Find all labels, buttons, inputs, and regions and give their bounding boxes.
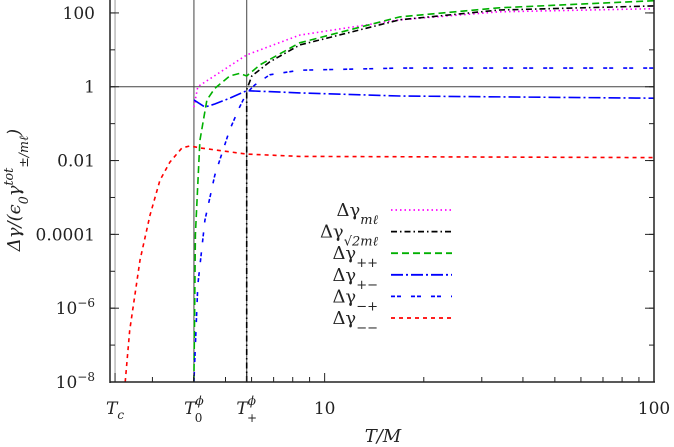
x-tick-label: Tϕ + <box>236 394 257 425</box>
x-tick-label: 10 <box>314 399 336 419</box>
tick-text: 10 <box>56 373 78 393</box>
tick-subscript: + <box>247 411 257 425</box>
tick-superscript: ϕ <box>196 394 204 408</box>
label-part: T/M <box>365 426 402 447</box>
legend-label: Δγ−+ <box>332 286 378 314</box>
x-tick-label: Tc <box>106 399 124 422</box>
legend-entry: Δγ−+ <box>332 286 452 314</box>
legend-entry: Δγmℓ <box>336 200 452 228</box>
legend-label: Δγ√2mℓ <box>320 222 379 250</box>
y-tick-label: 0.0001 <box>36 225 95 245</box>
legend-label-main: Δγ <box>332 286 356 307</box>
tick-text: 0.0001 <box>36 225 95 245</box>
tick-text: T <box>184 399 197 419</box>
label-part: γ <box>4 185 25 196</box>
y-axis-label: Δγ/(ϵ0γtot±/mℓ) <box>1 129 31 252</box>
tick-subscript: c <box>117 408 124 422</box>
series-line-3 <box>193 89 655 108</box>
legend-entry: Δγ+− <box>332 265 452 293</box>
label-part: ) <box>4 129 25 137</box>
y-tick-label: 1 <box>84 78 95 98</box>
series-line-5 <box>124 145 655 383</box>
tick-text: T <box>106 399 119 419</box>
y-tick-label: 10−8 <box>56 370 95 393</box>
x-tick-label: Tϕ 0 <box>184 394 204 425</box>
legend-label-sub: +− <box>356 277 378 292</box>
legend-label: Δγ++ <box>332 243 378 271</box>
tick-text: 0.01 <box>57 152 95 172</box>
tick-superscript: ϕ <box>248 394 256 408</box>
tick-superscript: −8 <box>77 370 95 384</box>
legend-label-sub: ++ <box>356 256 378 271</box>
legend-label: Δγ+− <box>332 265 378 293</box>
tick-text: T <box>236 399 249 419</box>
tick-text: 10 <box>56 299 78 319</box>
series-line-1 <box>245 5 655 382</box>
reference-lines <box>110 0 654 382</box>
series-line-2 <box>193 0 655 383</box>
x-axis-label: T/M <box>365 426 402 447</box>
tick-text: 100 <box>638 399 670 419</box>
axes <box>109 0 655 383</box>
series-line-4 <box>193 67 654 383</box>
legend-label-sub: −− <box>356 321 378 336</box>
tick-superscript: −6 <box>77 296 95 310</box>
legend-label-main: Δγ <box>320 222 344 243</box>
legend-label-sub: −+ <box>356 299 378 314</box>
label-part: Δγ/(ϵ <box>4 204 25 252</box>
label-part: 0 <box>16 196 31 204</box>
legend-label-main: Δγ <box>332 308 356 329</box>
legend-entry: Δγ++ <box>332 243 452 271</box>
legend-entry: Δγ√2mℓ <box>320 222 452 250</box>
tick-text: 10 <box>314 399 336 419</box>
legend-label-main: Δγ <box>336 200 360 221</box>
legend-label-sub: √2mℓ <box>344 234 379 249</box>
series-line-0 <box>193 7 655 108</box>
y-tick-label: 10−6 <box>56 296 95 319</box>
y-tick-label: 0.01 <box>57 152 95 172</box>
tick-text: 1 <box>84 78 95 98</box>
label-part: tot <box>1 167 16 186</box>
legend-entry: Δγ−− <box>332 308 452 336</box>
tick-subscript: 0 <box>195 411 203 425</box>
legend-label-main: Δγ <box>332 243 356 264</box>
y-tick-label: 100 <box>63 4 95 24</box>
legend-label: Δγ−− <box>332 308 378 336</box>
tick-text: 100 <box>63 4 95 24</box>
legend-label-sub: mℓ <box>360 213 378 228</box>
legend-label: Δγmℓ <box>336 200 378 228</box>
x-tick-label: 100 <box>638 399 670 419</box>
label-part: ±/mℓ <box>16 136 31 168</box>
series-layer <box>124 0 655 383</box>
legend-label-main: Δγ <box>332 265 356 286</box>
